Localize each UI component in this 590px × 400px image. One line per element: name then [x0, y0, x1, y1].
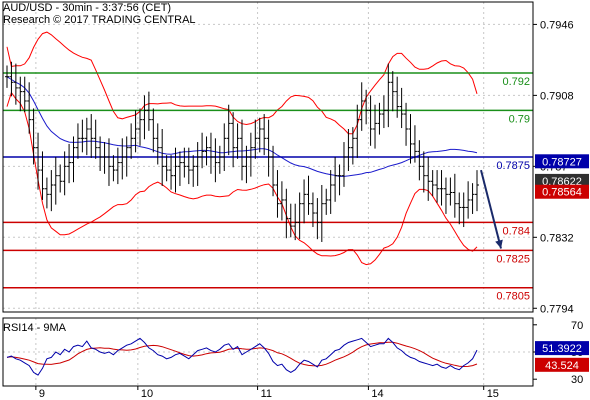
- rsi-panel: [3, 337, 533, 376]
- rsi-ma-line: [6, 341, 478, 368]
- rsi-y-tick-label: 70: [571, 320, 583, 332]
- forecast-arrow: [480, 169, 503, 249]
- level-label-support: 0.7825: [496, 253, 530, 265]
- price-tag-lower: [535, 184, 589, 199]
- level-label-support: 0.7805: [496, 291, 530, 303]
- rsi-line: [6, 337, 478, 376]
- x-tick-label: 15: [487, 388, 499, 400]
- x-tick-label: 9: [39, 388, 45, 400]
- y-tick-label: 0.7832: [540, 232, 574, 244]
- x-tick-label: 14: [371, 388, 383, 400]
- price-candles: [5, 61, 479, 242]
- price-tag-label-lower: 0.78564: [542, 187, 582, 199]
- x-tick-label: 10: [141, 388, 153, 400]
- price-tag-current: [535, 173, 589, 188]
- main-plot-frame: [2, 1, 534, 313]
- x-tick-label: 11: [261, 388, 272, 400]
- rsi-tag-label-1: 43.524: [545, 360, 579, 372]
- y-tick-label: 0.7908: [540, 90, 574, 102]
- rsi-y-tick-label: 30: [571, 374, 583, 386]
- level-label-resistance: 0.792: [502, 76, 530, 88]
- forecast-arrow-line: [480, 169, 502, 249]
- price-tag-pivot: [535, 154, 589, 169]
- y-tick-label: 0.7946: [540, 19, 574, 31]
- y-tick-label: 0.7794: [540, 303, 574, 315]
- rsi-tag-1: [535, 357, 589, 372]
- price-tag-label-pivot: 0.78727: [542, 156, 582, 168]
- rsi-tag-label-0: 51.3922: [542, 343, 582, 355]
- chart-credit: Research © 2017 TRADING CENTRAL: [3, 14, 196, 26]
- level-label-pivot: 0.7875: [496, 160, 530, 172]
- bollinger-lower: [6, 91, 478, 266]
- grid-lines: [3, 2, 533, 386]
- rsi-title: RSI14 - 9MA: [3, 322, 66, 334]
- rsi-tag-0: [535, 341, 589, 356]
- level-label-resistance: 0.79: [509, 113, 530, 125]
- price-levels: 0.792 0.79 0.7875 0.784 0.7825 0.7805: [3, 72, 533, 303]
- forecast-arrow-head: [495, 239, 503, 249]
- level-label-support: 0.784: [502, 225, 530, 237]
- chart-title: AUD/USD - 30min - 3:37:56 (CET): [3, 2, 172, 14]
